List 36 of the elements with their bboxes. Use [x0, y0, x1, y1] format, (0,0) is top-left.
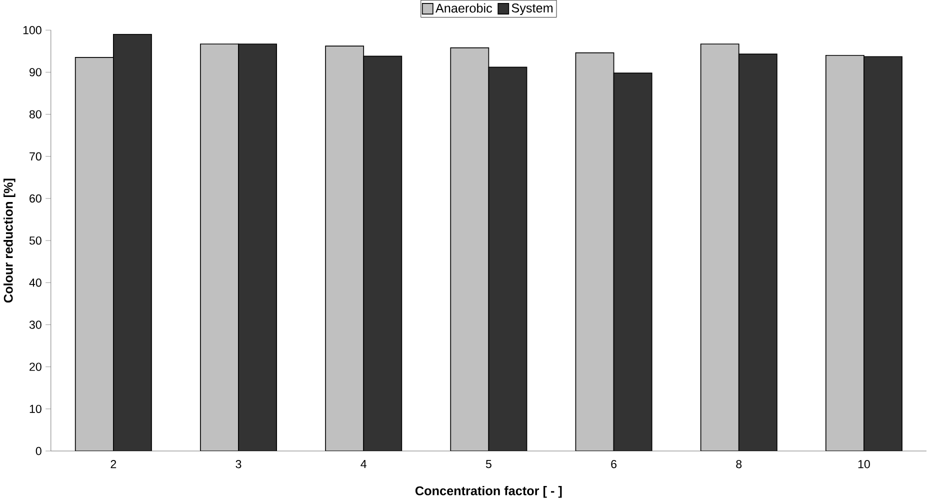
bar	[450, 47, 490, 451]
y-tick-label: 10	[30, 404, 42, 413]
y-tick-label: 40	[29, 278, 42, 287]
legend-label: Anaerobic	[435, 3, 492, 12]
legend-label: System	[512, 3, 553, 15]
bar	[74, 56, 114, 451]
x-tick-label: 8	[736, 460, 742, 468]
bar	[738, 54, 778, 451]
y-tick-label: 0	[36, 446, 42, 455]
y-tick-label: 30	[29, 320, 42, 329]
x-axis-title: Concentration factor [ - ]	[415, 486, 562, 498]
y-tick-label: 20	[30, 362, 42, 371]
bar	[238, 43, 278, 451]
y-axis-title: Colour reduction [%]	[4, 178, 16, 302]
x-tick-label: 4	[360, 460, 366, 468]
bar	[700, 43, 740, 451]
x-tick-label: 3	[236, 460, 242, 468]
bar	[825, 54, 864, 451]
bar	[864, 56, 902, 451]
y-tick-label: 80	[29, 110, 42, 118]
bar	[325, 46, 364, 451]
bar	[113, 34, 152, 451]
y-tick-label: 60	[30, 194, 42, 202]
bar	[613, 72, 652, 451]
y-tick-label: 50	[29, 236, 42, 244]
bar	[200, 43, 239, 451]
y-tick-label: 90	[30, 68, 42, 76]
x-tick-label: 2	[110, 460, 116, 468]
y-tick-label: 70	[30, 152, 42, 160]
bar	[363, 56, 402, 451]
x-tick-label: 5	[486, 460, 492, 468]
y-tick-label: 100	[23, 26, 42, 34]
x-tick-label: 10	[858, 460, 870, 468]
x-tick-label: 6	[611, 460, 616, 468]
bar	[575, 52, 614, 451]
bar	[488, 66, 528, 451]
